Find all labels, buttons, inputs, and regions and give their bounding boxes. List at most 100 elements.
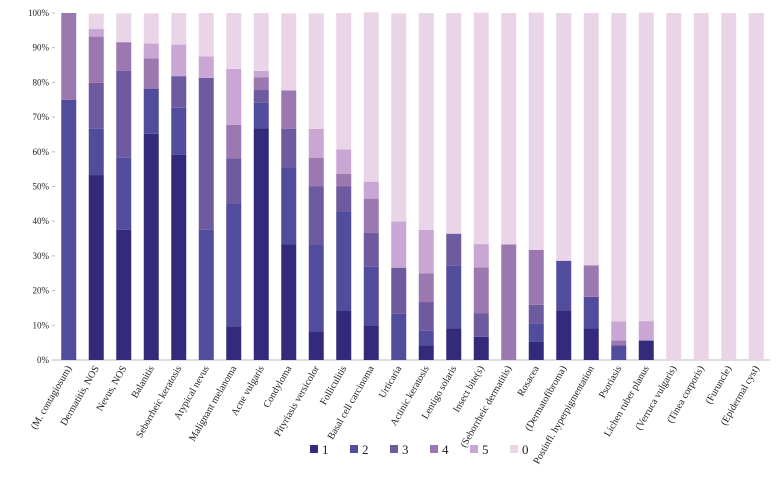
bar-segment — [198, 77, 214, 230]
bar-segment — [171, 44, 187, 77]
bar-segment — [308, 13, 324, 129]
bar-segment — [363, 266, 379, 326]
bar-segment — [418, 13, 434, 230]
bar-segment — [61, 13, 77, 100]
bar-segment — [638, 321, 654, 341]
y-tick-label: 0% — [37, 355, 50, 365]
bar-segment — [253, 77, 269, 91]
bar-segment — [143, 43, 159, 59]
bar-segment — [611, 340, 627, 346]
bar-segment — [308, 157, 324, 187]
bar-segment — [446, 233, 462, 266]
bar-segment — [88, 28, 104, 37]
bar-segment — [446, 13, 462, 234]
bar-segment — [308, 128, 324, 158]
bar-segment — [198, 229, 214, 360]
x-tick-label: Balanitis — [130, 364, 157, 400]
x-tick-label: Psoriasis — [597, 364, 624, 400]
bar-segment — [556, 13, 572, 261]
bar-segment — [253, 70, 269, 78]
bar-segment — [143, 133, 159, 360]
bar-segment — [336, 174, 352, 187]
bar-segment — [528, 250, 544, 305]
bar-segment — [363, 198, 379, 233]
bar-segment — [171, 107, 187, 155]
bar-segment — [281, 244, 297, 360]
bar-segment — [281, 90, 297, 129]
bar-segment — [391, 267, 407, 314]
bar-segment — [473, 244, 489, 268]
bar-segment — [418, 273, 434, 303]
bar-segment — [336, 211, 352, 311]
bar-segment — [611, 345, 627, 360]
bar-segment — [143, 88, 159, 134]
bar-segment — [226, 124, 242, 159]
bar-segment — [308, 186, 324, 245]
bar-segment — [88, 128, 104, 176]
bar-segment — [198, 13, 214, 57]
bar-segment — [501, 244, 517, 360]
bar-segment — [281, 13, 297, 91]
bar-segment — [473, 12, 489, 245]
bar-segment — [418, 302, 434, 331]
bar-segment — [611, 13, 627, 322]
y-tick-label: 30% — [33, 251, 50, 261]
bar-segment — [583, 328, 599, 360]
bar-segment — [583, 296, 599, 329]
bar-segment — [226, 13, 242, 69]
bar-segment — [611, 321, 627, 341]
bar-segment — [226, 68, 242, 125]
bar-segment — [473, 267, 489, 314]
bar-segment — [171, 154, 187, 360]
legend-label: 4 — [442, 442, 449, 457]
legend-label: 2 — [362, 442, 369, 457]
legend-swatch — [310, 445, 318, 453]
x-tick-label: (Furuncle) — [704, 364, 735, 406]
bar-segment — [638, 12, 654, 322]
legend-swatch — [350, 445, 358, 453]
y-tick-label: 20% — [33, 286, 50, 296]
legend-label: 3 — [402, 442, 409, 457]
bar-segment — [418, 345, 434, 360]
bar-segment — [473, 313, 489, 337]
legend-swatch — [430, 445, 438, 453]
x-tick-label: Urticaria — [377, 364, 405, 401]
y-tick-label: 80% — [33, 77, 50, 87]
x-tick-label: (Seborrheic dermatitis) — [459, 364, 515, 450]
y-tick-label: 70% — [33, 112, 50, 122]
y-tick-label: 50% — [33, 182, 50, 192]
y-tick-label: 100% — [28, 8, 50, 18]
bar-segment — [583, 265, 599, 297]
bar-segment — [336, 186, 352, 212]
bar-segment — [446, 328, 462, 360]
bar-segment — [171, 76, 187, 108]
bar-segment — [308, 244, 324, 332]
bar-segment — [61, 99, 77, 360]
bar-segment — [721, 13, 737, 360]
bar-segment — [528, 12, 544, 251]
bar-segment — [363, 12, 379, 182]
bar-segment — [226, 203, 242, 327]
bar-segment — [391, 221, 407, 268]
bar-segment — [336, 13, 352, 150]
bar-segment — [116, 70, 132, 158]
legend-label: 5 — [482, 442, 489, 457]
bar-segment — [748, 13, 764, 360]
bar-segment — [418, 330, 434, 346]
bar-segment — [666, 13, 682, 360]
legend-swatch — [470, 445, 478, 453]
bar-segment — [391, 13, 407, 222]
bar-segment — [391, 313, 407, 360]
x-tick-label: Folliculitis — [318, 364, 349, 407]
y-tick-label: 10% — [33, 320, 50, 330]
bar-segment — [446, 265, 462, 329]
bar-segment — [116, 13, 132, 43]
bar-segment — [473, 336, 489, 360]
bar-segment — [336, 149, 352, 175]
bar-segment — [88, 36, 104, 83]
legend-swatch — [510, 445, 518, 453]
bar-segment — [171, 13, 187, 45]
bar-segment — [88, 175, 104, 360]
bar-segment — [116, 157, 132, 230]
